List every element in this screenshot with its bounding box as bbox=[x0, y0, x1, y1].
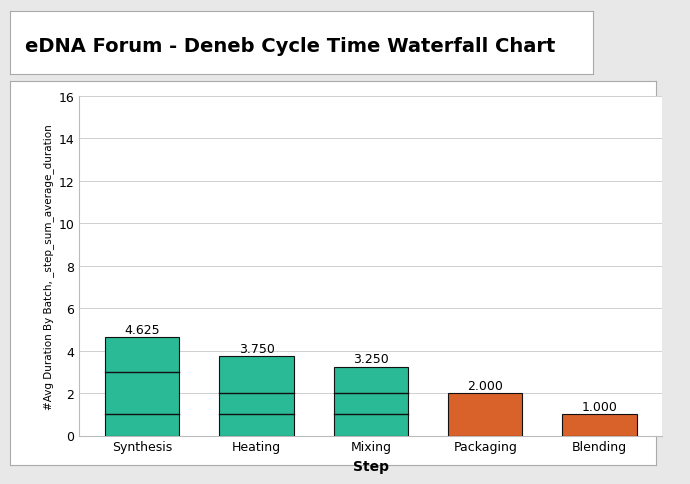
Y-axis label: #Avg Duration By Batch, _step_sum_average_duration: #Avg Duration By Batch, _step_sum_averag… bbox=[43, 123, 55, 409]
Text: eDNA Forum - Deneb Cycle Time Waterfall Chart: eDNA Forum - Deneb Cycle Time Waterfall … bbox=[25, 37, 555, 56]
Bar bbox=[334, 367, 408, 436]
Bar bbox=[105, 338, 179, 436]
Text: 3.750: 3.750 bbox=[239, 342, 275, 355]
Text: 4.625: 4.625 bbox=[124, 323, 160, 336]
Bar bbox=[562, 414, 637, 436]
Bar bbox=[219, 356, 294, 436]
Bar bbox=[448, 393, 522, 436]
X-axis label: Step: Step bbox=[353, 459, 389, 473]
Text: 3.250: 3.250 bbox=[353, 352, 388, 365]
Text: 2.000: 2.000 bbox=[467, 379, 503, 392]
Text: 1.000: 1.000 bbox=[582, 400, 618, 413]
